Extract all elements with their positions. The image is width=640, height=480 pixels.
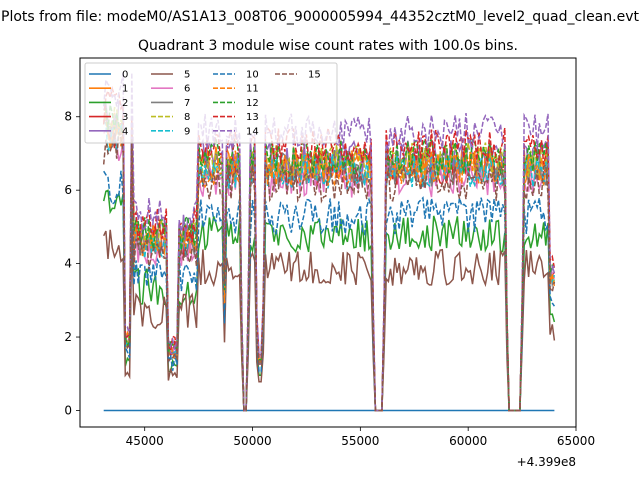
legend-label: 1 — [122, 84, 128, 95]
y-axis: 0 2 4 6 8 — [64, 110, 80, 417]
legend-label: 0 — [122, 70, 128, 81]
series-line-12 — [102, 101, 555, 412]
legend-label: 8 — [184, 112, 190, 123]
series-line-14 — [102, 72, 555, 412]
legend-label: 7 — [184, 98, 190, 109]
chart-title: Quadrant 3 module wise count rates with … — [138, 38, 518, 54]
series-line-15 — [102, 131, 556, 412]
series-line-2 — [102, 189, 556, 412]
legend-label: 3 — [122, 112, 128, 123]
y-tick-label: 6 — [64, 183, 72, 197]
legend-label: 5 — [184, 70, 190, 81]
y-tick-label: 4 — [64, 257, 72, 271]
suptitle: Plots from file: modeM0/AS1A13_008T06_90… — [1, 9, 639, 25]
series-line-5 — [103, 229, 556, 412]
legend-label: 10 — [246, 70, 259, 81]
legend-label: 9 — [184, 126, 190, 137]
legend-label: 15 — [308, 70, 321, 81]
legend-label: 13 — [246, 112, 259, 123]
x-axis: 45000 50000 55000 60000 65000 — [126, 427, 595, 448]
series-line-10 — [103, 170, 556, 412]
x-tick-label: 45000 — [126, 434, 164, 448]
y-tick-label: 2 — [64, 330, 72, 344]
x-offset-label: +4.399e8 — [517, 455, 576, 469]
legend-label: 6 — [184, 84, 190, 95]
legend-box — [84, 62, 338, 144]
legend-label: 4 — [122, 126, 128, 137]
legend-label: 14 — [246, 126, 259, 137]
axes-frame — [79, 57, 577, 428]
legend-label: 11 — [246, 84, 259, 95]
y-tick-label: 0 — [64, 403, 72, 417]
y-tick-label: 8 — [64, 110, 72, 124]
x-tick-label: 50000 — [233, 434, 271, 448]
x-tick-label: 60000 — [449, 434, 487, 448]
x-tick-label: 55000 — [341, 434, 379, 448]
legend-label: 12 — [246, 98, 259, 109]
x-tick-label: 65000 — [557, 434, 595, 448]
legend-label: 2 — [122, 98, 128, 109]
